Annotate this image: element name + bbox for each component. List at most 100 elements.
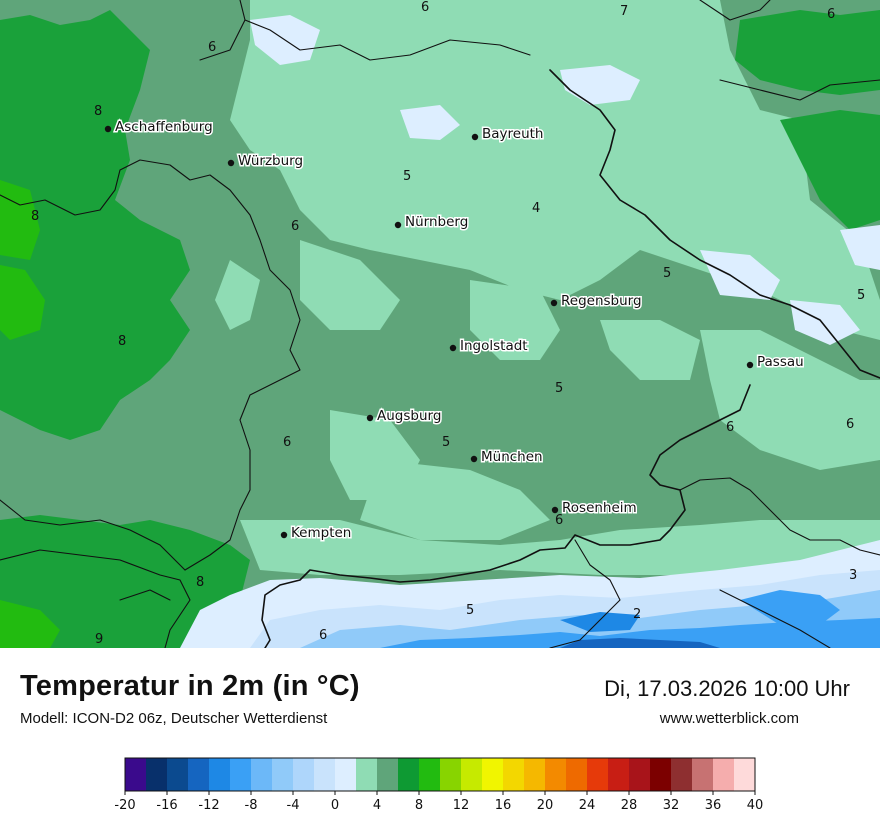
city-label: Würzburg (238, 153, 303, 169)
colorbar-swatch (272, 758, 294, 791)
city-regensburg[interactable]: Regensburg (550, 292, 643, 311)
city-label: Rosenheim (562, 500, 637, 516)
colorbar-tick-label: 32 (663, 798, 680, 813)
city-marker (471, 133, 479, 141)
city-marker (394, 221, 402, 229)
website-link[interactable]: www.wetterblick.com (659, 710, 799, 727)
colorbar-tick-label: 36 (705, 798, 722, 813)
colorbar-tick-label: -8 (245, 798, 258, 813)
isoline-label: 6 (291, 219, 299, 234)
city-marker (104, 125, 112, 133)
city-marker (449, 344, 457, 352)
isoline-label: 6 (421, 0, 429, 15)
colorbar-swatch (125, 758, 147, 791)
colorbar-swatch (734, 758, 756, 791)
temp-zone-alps (180, 540, 880, 648)
city-label: Nürnberg (405, 214, 468, 230)
isoline-label: 6 (726, 420, 734, 435)
map-footer: Temperatur in 2m (in °C) Modell: ICON-D2… (0, 648, 880, 830)
colorbar-swatch (461, 758, 483, 791)
colorbar-swatch (587, 758, 609, 791)
city-augsburg[interactable]: Augsburg (366, 407, 443, 426)
borders (0, 0, 880, 648)
city-label: Augsburg (377, 408, 441, 424)
city-passau[interactable]: Passau (746, 353, 805, 372)
isoline-label: 3 (849, 568, 857, 583)
colorbar-swatch (188, 758, 210, 791)
colorbar-swatch (398, 758, 420, 791)
colorbar-tick-label: 8 (415, 798, 423, 813)
city-marker (746, 361, 754, 369)
colorbar-swatch (692, 758, 714, 791)
isoline-label: 8 (118, 334, 126, 349)
isoline-label: 9 (95, 632, 103, 647)
city-ingolstadt[interactable]: Ingolstadt (449, 337, 529, 356)
colorbar-swatch (209, 758, 231, 791)
city-nuernberg[interactable]: Nürnberg (394, 213, 470, 232)
colorbar-ticks: -20 -16 -12 -8 -4 0 4 8 12 16 20 24 28 32 36 40 (114, 791, 763, 813)
city-marker (550, 299, 558, 307)
isoline-label: 6 (555, 513, 563, 528)
model-info: Modell: ICON-D2 06z, Deutscher Wetterdie… (20, 710, 328, 727)
isoline-label: 8 (31, 209, 39, 224)
city-rosenheim[interactable]: Rosenheim (551, 499, 638, 518)
colorbar-swatch (146, 758, 168, 791)
colorbar-swatches (125, 758, 756, 791)
colorbar-swatch (377, 758, 399, 791)
city-muenchen[interactable]: München (470, 448, 544, 467)
isoline-label: 5 (857, 288, 865, 303)
colorbar-swatch (545, 758, 567, 791)
cities: Aschaffenburg Würzburg Bayreuth Nürnberg… (104, 118, 805, 543)
colorbar-swatch (251, 758, 273, 791)
colorbar-tick-label: -16 (156, 798, 177, 813)
city-marker (551, 506, 559, 514)
temp-zone-8-10 (0, 10, 880, 648)
temp-zone-3-4 (250, 15, 880, 345)
isoline-label: 5 (442, 435, 450, 450)
colorbar-swatch (566, 758, 588, 791)
isoline-label: 6 (208, 40, 216, 55)
isoline-label: 6 (827, 7, 835, 22)
isoline-label: 7 (620, 4, 628, 19)
city-label: Passau (757, 354, 804, 370)
colorbar-swatch (167, 758, 189, 791)
city-marker (366, 414, 374, 422)
colorbar-swatch (713, 758, 735, 791)
colorbar-swatch (608, 758, 630, 791)
colorbar-swatch (335, 758, 357, 791)
colorbar-swatch (356, 758, 378, 791)
temperature-colorbar: -20 -16 -12 -8 -4 0 4 8 12 16 20 24 28 32 36 40 (114, 757, 763, 813)
city-wuerzburg[interactable]: Würzburg (227, 152, 305, 171)
colorbar-swatch (671, 758, 693, 791)
colorbar-swatch (419, 758, 441, 791)
city-marker (227, 159, 235, 167)
colorbar-tick-label: 24 (579, 798, 596, 813)
colorbar-tick-label: 40 (747, 798, 764, 813)
isoline-label: 2 (633, 607, 641, 622)
city-bayreuth[interactable]: Bayreuth (471, 125, 545, 144)
city-label: Kempten (291, 525, 351, 541)
colorbar-swatch (650, 758, 672, 791)
colorbar-frame (124, 757, 756, 792)
colorbar-tick-label: 28 (621, 798, 638, 813)
colorbar-tick-label: 16 (495, 798, 512, 813)
colorbar-swatch (314, 758, 336, 791)
isoline-label: 6 (846, 417, 854, 432)
colorbar-swatch (629, 758, 651, 791)
colorbar-tick-label: 12 (453, 798, 470, 813)
isoline-label: 5 (403, 169, 411, 184)
forecast-datetime: Di, 17.03.2026 10:00 Uhr (604, 676, 850, 701)
isoline-label: 8 (196, 575, 204, 590)
colorbar-tick-label: -20 (114, 798, 135, 813)
colorbar-tick-label: 20 (537, 798, 554, 813)
city-label: Regensburg (561, 293, 642, 309)
temperature-map: Aschaffenburg Würzburg Bayreuth Nürnberg… (0, 0, 880, 648)
colorbar-swatch (440, 758, 462, 791)
city-aschaffenburg[interactable]: Aschaffenburg (104, 118, 214, 137)
isoline-label: 8 (94, 104, 102, 119)
colorbar-tick-label: 0 (331, 798, 339, 813)
city-label: Ingolstadt (460, 338, 528, 354)
city-kempten[interactable]: Kempten (280, 524, 353, 543)
city-label: München (481, 449, 543, 465)
colorbar-tick-label: -4 (287, 798, 300, 813)
